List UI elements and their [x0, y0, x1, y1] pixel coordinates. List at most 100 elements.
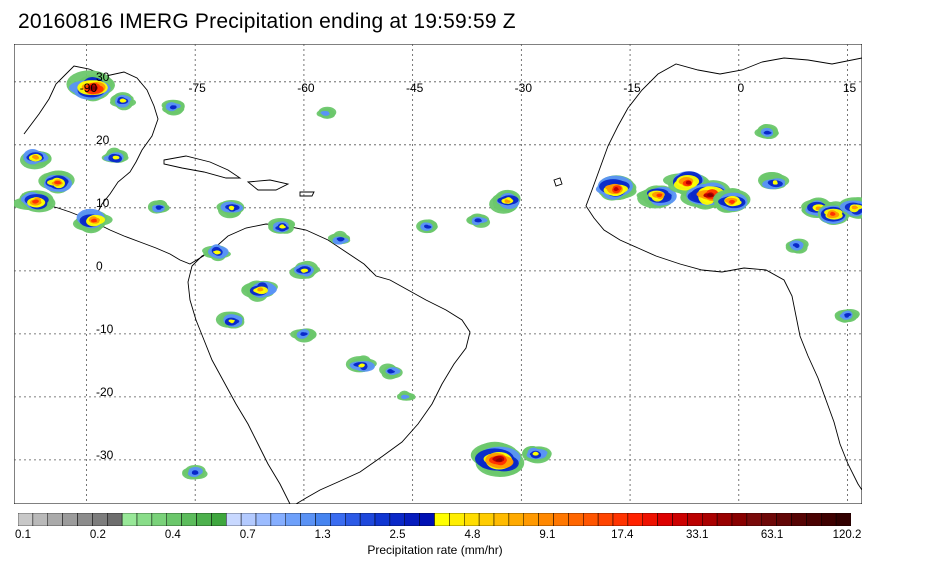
precip-cell: [794, 243, 799, 247]
precip-system-21: [489, 189, 521, 214]
colorbar-swatch: [345, 513, 361, 526]
colorbar-swatch: [449, 513, 465, 526]
colorbar-swatch: [508, 513, 524, 526]
precip-cell: [359, 363, 365, 367]
map-title: 20160816 IMERG Precipitation ending at 1…: [18, 10, 516, 33]
lat-tick-label: -10: [96, 322, 114, 336]
precipitation-map: -90 -75 -60 -45 -30 -15 0 15 30 20 10 0 -10 -20 -30: [14, 44, 862, 504]
precip-cell: [763, 131, 771, 135]
precip-system-6: [72, 208, 113, 234]
precip-cell: [55, 180, 61, 185]
colorbar-swatch: [835, 513, 851, 526]
colorbar-tick-label: 17.4: [611, 529, 634, 541]
lon-tick-label: 15: [843, 81, 857, 95]
colorbar-tick-label: 120.2: [832, 529, 862, 541]
precip-cell: [302, 332, 308, 336]
precip-system-14: [327, 230, 351, 245]
precip-cell: [90, 218, 96, 223]
colorbar-swatch: [136, 513, 153, 526]
colorbar-swatch: [731, 513, 748, 526]
precip-cell: [228, 319, 233, 323]
coastline-north-america: [21, 65, 159, 219]
precip-system-33: [785, 238, 809, 254]
precip-system-29: [754, 124, 779, 140]
colorbar-tick-label: 63.1: [760, 529, 784, 541]
precip-system-30: [801, 197, 838, 218]
colorbar-tick-label: 0.7: [239, 529, 256, 541]
precip-cell: [169, 105, 177, 110]
coastline-hispaniola: [246, 179, 290, 191]
precip-system-11: [202, 244, 231, 262]
precip-cell: [496, 458, 503, 462]
grid-lines: [14, 44, 862, 504]
precip-system-5: [38, 170, 75, 194]
precip-system-37: [396, 390, 416, 401]
colorbar-swatch: [493, 513, 510, 526]
colorbar-tick-label: 0.4: [164, 529, 181, 541]
colorbar-swatch: [776, 513, 792, 526]
colorbar-swatch: [568, 513, 584, 526]
lon-tick-label: -45: [406, 81, 424, 95]
colorbar-swatch: [47, 513, 63, 526]
lat-tick-label: 10: [96, 196, 110, 210]
precip-cell: [300, 269, 308, 272]
colorbar-swatch: [389, 513, 405, 526]
precip-cell: [533, 451, 538, 455]
colorbar-swatch: [32, 513, 48, 526]
colorbar-swatch: [583, 513, 599, 526]
lon-tick-label: -90: [80, 81, 98, 95]
precip-cell: [112, 155, 118, 160]
lat-tick-label: 30: [96, 70, 110, 84]
map-border: [14, 44, 862, 504]
precip-system-35: [470, 441, 525, 477]
coastline-central-america: [89, 217, 211, 265]
precip-system-1: [109, 92, 137, 111]
precip-system-27: [712, 188, 751, 213]
colorbar-tick-label: 1.3: [314, 529, 331, 541]
precip-cell: [614, 186, 618, 191]
lon-tick-label: -15: [623, 81, 641, 95]
colorbar-swatch: [419, 513, 435, 526]
colorbar-swatch: [434, 513, 450, 526]
colorbar-swatch: [716, 513, 733, 526]
colorbar-swatch: [404, 513, 420, 526]
precip-system-34: [834, 308, 860, 323]
colorbar-swatch: [166, 513, 182, 526]
colorbar-swatch: [478, 513, 495, 526]
precip-system-2: [161, 99, 185, 116]
precip-system-0: [66, 70, 115, 102]
colorbar-swatch: [315, 513, 331, 526]
colorbar-swatch: [77, 513, 93, 526]
precip-system-22: [316, 106, 337, 119]
colorbar-swatch: [270, 513, 286, 526]
colorbar-tick-label: 0.1: [15, 529, 31, 541]
precip-system-8: [147, 200, 170, 214]
precip-system-23: [595, 175, 637, 201]
colorbar-swatch: [151, 513, 167, 526]
precip-system-19: [416, 219, 438, 234]
land-outlines: [21, 57, 862, 504]
precip-system-17: [345, 355, 377, 373]
colorbar-title: Precipitation rate (mm/hr): [367, 543, 503, 557]
precip-cell: [156, 206, 162, 210]
colorbar-swatch: [196, 513, 212, 526]
precip-cell: [474, 218, 482, 222]
coastline-africa: [585, 57, 862, 491]
precip-cell: [401, 394, 408, 400]
colorbar-swatch: [612, 513, 629, 526]
colorbar-swatch: [330, 513, 346, 526]
colorbar: [18, 513, 851, 526]
precip-cell: [504, 200, 511, 203]
colorbar-title-row: Precipitation rate (mm/hr): [0, 543, 944, 557]
precip-cell: [845, 313, 852, 317]
colorbar-swatch: [18, 513, 34, 526]
colorbar-swatch: [359, 513, 376, 526]
colorbar-swatch: [806, 513, 822, 526]
colorbar-tick-label: 9.1: [539, 529, 556, 541]
precip-system-16: [290, 328, 317, 343]
colorbar-swatch: [62, 513, 78, 526]
colorbar-swatch: [211, 513, 227, 526]
coastline-south-america: [187, 223, 471, 504]
lat-tick-label: 20: [96, 133, 110, 147]
colorbar-swatch: [92, 513, 108, 526]
